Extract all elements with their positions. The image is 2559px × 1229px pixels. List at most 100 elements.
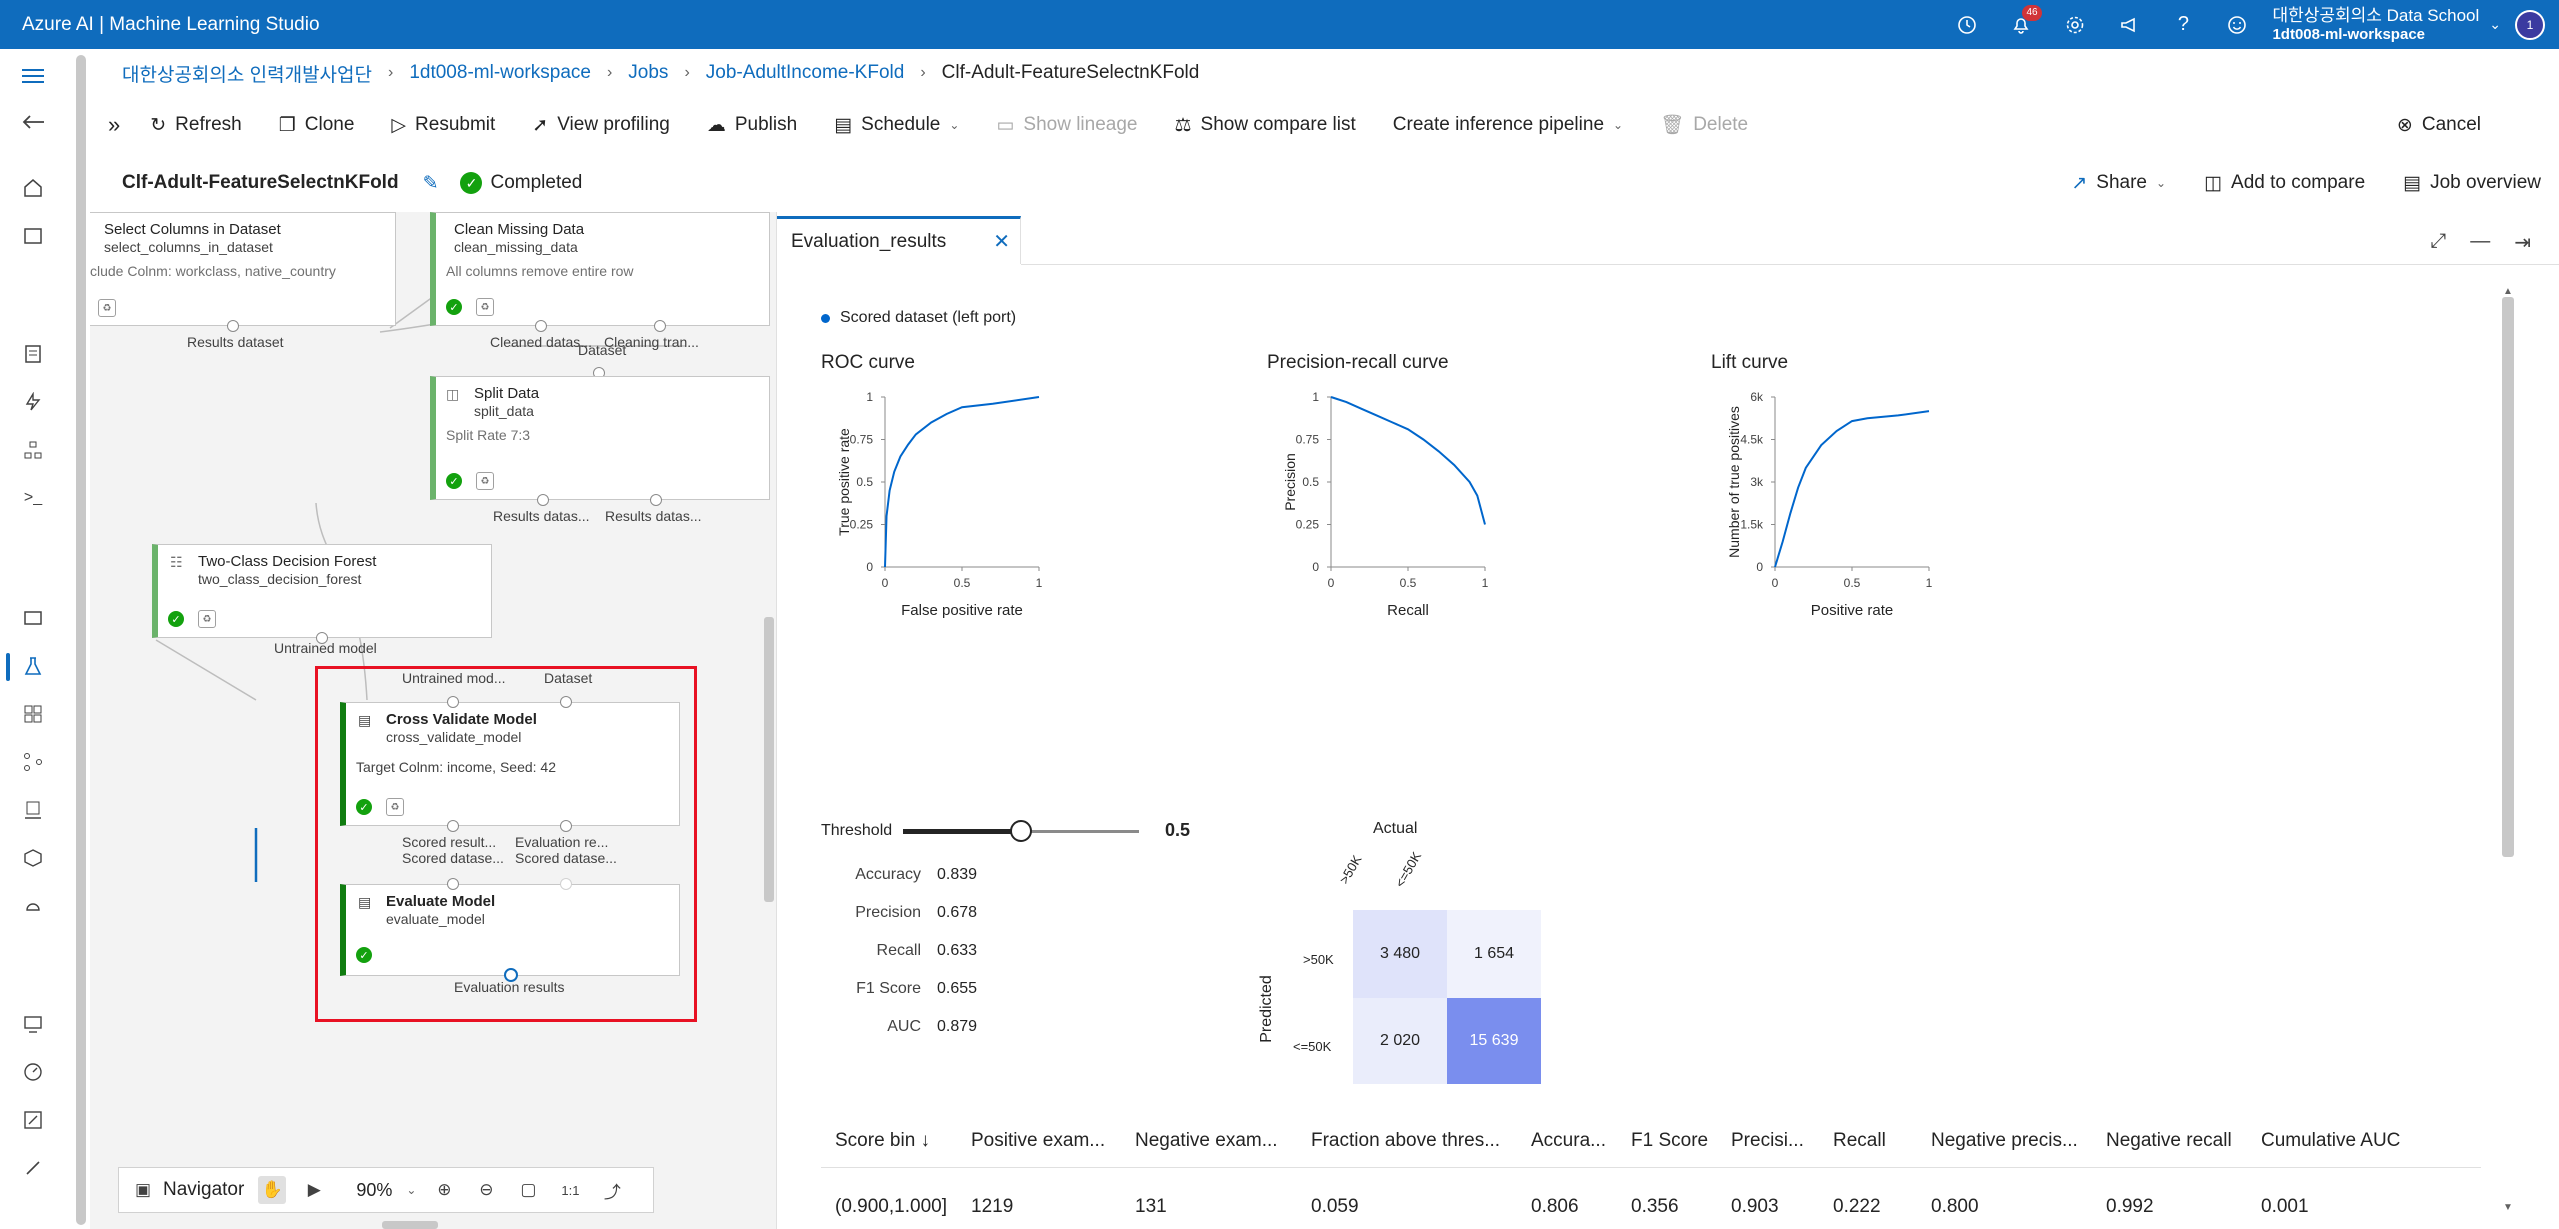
components-icon[interactable] bbox=[20, 701, 46, 727]
column-header[interactable]: Accura... bbox=[1531, 1130, 1606, 1151]
back-arrow-icon[interactable] bbox=[20, 109, 46, 135]
notifications-icon[interactable]: 46 bbox=[1994, 0, 2048, 49]
create-inference-pipeline-button[interactable]: Create inference pipeline ⌄ bbox=[1393, 114, 1623, 136]
chevron-down-icon[interactable]: ⌄ bbox=[2489, 16, 2501, 32]
output-port[interactable] bbox=[316, 632, 328, 644]
select-columns-node[interactable]: Select Columns in Dataset select_columns… bbox=[90, 212, 396, 326]
navigator-icon[interactable]: ▣ bbox=[134, 1180, 152, 1199]
help-icon[interactable]: ? bbox=[2177, 13, 2189, 35]
job-overview-button[interactable]: ▤ Job overview bbox=[2403, 172, 2541, 195]
home-icon[interactable] bbox=[20, 175, 46, 201]
navigator-label[interactable]: Navigator bbox=[163, 1179, 245, 1200]
app-title[interactable]: Azure AI | Machine Learning Studio bbox=[22, 13, 320, 35]
view-profiling-button[interactable]: ➚ View profiling bbox=[532, 114, 670, 137]
clean-missing-data-node[interactable]: Clean Missing Data clean_missing_data Al… bbox=[430, 212, 770, 326]
models-cube-icon[interactable] bbox=[20, 845, 46, 871]
table-row[interactable]: (0.900,1.000] 1219 131 0.059 0.806 0.356… bbox=[821, 1168, 2481, 1224]
column-header[interactable]: Cumulative AUC bbox=[2261, 1130, 2401, 1151]
column-header[interactable]: Precisi... bbox=[1731, 1130, 1804, 1151]
breadcrumb-org[interactable]: 대한상공회의소 인력개발사업단 bbox=[122, 64, 372, 86]
column-header[interactable]: F1 Score bbox=[1631, 1130, 1709, 1151]
hamburger-icon[interactable] bbox=[20, 63, 46, 89]
show-lineage-button[interactable]: ▭ Show lineage bbox=[996, 114, 1137, 137]
history-icon[interactable] bbox=[1940, 0, 1994, 49]
breadcrumb-experiment[interactable]: Job-AdultIncome-KFold bbox=[705, 62, 905, 83]
input-port[interactable] bbox=[447, 878, 459, 890]
input-port[interactable] bbox=[560, 696, 572, 708]
expand-panel-icon[interactable]: » bbox=[108, 112, 121, 137]
output-port[interactable] bbox=[654, 320, 666, 332]
add-to-compare-button[interactable]: ◫ Add to compare bbox=[2204, 172, 2365, 195]
jobs-flask-icon[interactable] bbox=[20, 653, 46, 679]
split-data-node[interactable]: Split Data split_data Split Rate 7:3 ◫ ✓… bbox=[430, 376, 770, 500]
publish-button[interactable]: ☁ Publish bbox=[707, 114, 797, 137]
automated-ml-icon[interactable] bbox=[20, 389, 46, 415]
column-header[interactable]: Negative precis... bbox=[1931, 1130, 2078, 1151]
cancel-button[interactable]: ⊗ Cancel bbox=[2397, 114, 2481, 137]
cross-validate-model-node[interactable]: Cross Validate Model cross_validate_mode… bbox=[340, 702, 680, 826]
column-header[interactable]: Positive exam... bbox=[971, 1130, 1106, 1151]
designer-icon[interactable] bbox=[20, 437, 46, 463]
compute-icon[interactable] bbox=[20, 1011, 46, 1037]
column-header[interactable]: Recall bbox=[1833, 1130, 1886, 1151]
edit-pencil-icon[interactable]: ✎ bbox=[422, 172, 439, 194]
decision-forest-node[interactable]: Two-Class Decision Forest two_class_deci… bbox=[152, 544, 492, 638]
announcement-icon[interactable] bbox=[2102, 0, 2156, 49]
scroll-up-icon[interactable]: ▲ bbox=[2503, 286, 2513, 297]
zoom-level[interactable]: 90% bbox=[356, 1179, 393, 1200]
canvas-vertical-scrollbar[interactable] bbox=[764, 617, 774, 902]
output-port[interactable] bbox=[535, 320, 547, 332]
column-header-score-bin[interactable]: Score bin ↓ bbox=[835, 1130, 931, 1151]
maximize-icon[interactable]: ⤢ bbox=[2430, 230, 2447, 252]
data-icon[interactable] bbox=[20, 605, 46, 631]
clone-button[interactable]: ❐ Clone bbox=[279, 114, 355, 137]
endpoints-icon[interactable] bbox=[20, 893, 46, 919]
refresh-button[interactable]: ↻ Refresh bbox=[150, 114, 241, 137]
column-header[interactable]: Negative recall bbox=[2106, 1130, 2232, 1151]
fit-to-screen-icon[interactable]: ▢ bbox=[520, 1180, 537, 1199]
scroll-down-icon[interactable]: ▼ bbox=[2503, 1202, 2513, 1213]
delete-button[interactable]: 🗑 Delete bbox=[1660, 113, 1748, 137]
environments-icon[interactable] bbox=[20, 797, 46, 823]
account-menu[interactable]: 대한상공회의소 Data School 1dt008-ml-workspace bbox=[2272, 6, 2479, 44]
schedule-button[interactable]: ▤ Schedule ⌄ bbox=[834, 114, 959, 137]
zoom-out-icon[interactable]: ⊖ bbox=[479, 1180, 494, 1199]
minimize-icon[interactable]: — bbox=[2470, 230, 2491, 252]
evaluate-model-node[interactable]: Evaluate Model evaluate_model ▤ ✓ bbox=[340, 884, 680, 976]
actual-size-icon[interactable]: 1:1 bbox=[561, 1182, 580, 1198]
threshold-slider-handle[interactable] bbox=[1010, 820, 1032, 842]
pan-hand-icon[interactable]: ✋ bbox=[258, 1176, 287, 1204]
output-port[interactable] bbox=[650, 494, 662, 506]
settings-icon[interactable] bbox=[2048, 0, 2102, 49]
output-port[interactable] bbox=[537, 494, 549, 506]
resubmit-button[interactable]: ▷ Resubmit bbox=[391, 114, 495, 137]
pipelines-icon[interactable] bbox=[20, 749, 46, 775]
tab-evaluation-results[interactable]: Evaluation_results ✕ bbox=[777, 216, 1021, 264]
avatar[interactable]: 1 bbox=[2515, 9, 2545, 40]
output-port[interactable] bbox=[227, 320, 239, 332]
output-port-selected[interactable] bbox=[504, 968, 518, 982]
breadcrumb-jobs[interactable]: Jobs bbox=[628, 62, 669, 83]
share-button[interactable]: ↗ Share ⌄ bbox=[2071, 172, 2166, 195]
column-header[interactable]: Negative exam... bbox=[1135, 1130, 1278, 1151]
prompt-flow-icon[interactable]: >_ bbox=[23, 489, 43, 506]
close-icon[interactable]: ✕ bbox=[993, 231, 1010, 253]
breadcrumb-workspace[interactable]: 1dt008-ml-workspace bbox=[409, 62, 591, 83]
select-mode-icon[interactable]: ▶ bbox=[307, 1180, 321, 1199]
auto-layout-icon[interactable]: ⤴ bbox=[603, 1182, 621, 1202]
model-catalog-icon[interactable] bbox=[20, 223, 46, 249]
monitoring-icon[interactable] bbox=[20, 1059, 46, 1085]
input-port[interactable] bbox=[447, 696, 459, 708]
zoom-in-icon[interactable]: ⊕ bbox=[437, 1180, 452, 1199]
notebooks-icon[interactable] bbox=[20, 341, 46, 367]
panel-scrollbar[interactable] bbox=[2502, 297, 2514, 857]
linked-services-icon[interactable] bbox=[20, 1155, 46, 1181]
dock-panel-icon[interactable]: ⇥ bbox=[2514, 232, 2531, 254]
output-port[interactable] bbox=[560, 820, 572, 832]
data-labeling-icon[interactable] bbox=[20, 1107, 46, 1133]
pipeline-canvas[interactable]: Select Columns in Dataset select_columns… bbox=[90, 212, 776, 1229]
show-compare-list-button[interactable]: ⚖ Show compare list bbox=[1174, 114, 1355, 137]
column-header[interactable]: Fraction above thres... bbox=[1311, 1130, 1501, 1151]
rail-scrollbar[interactable] bbox=[76, 55, 86, 1225]
feedback-icon[interactable] bbox=[2210, 0, 2264, 49]
